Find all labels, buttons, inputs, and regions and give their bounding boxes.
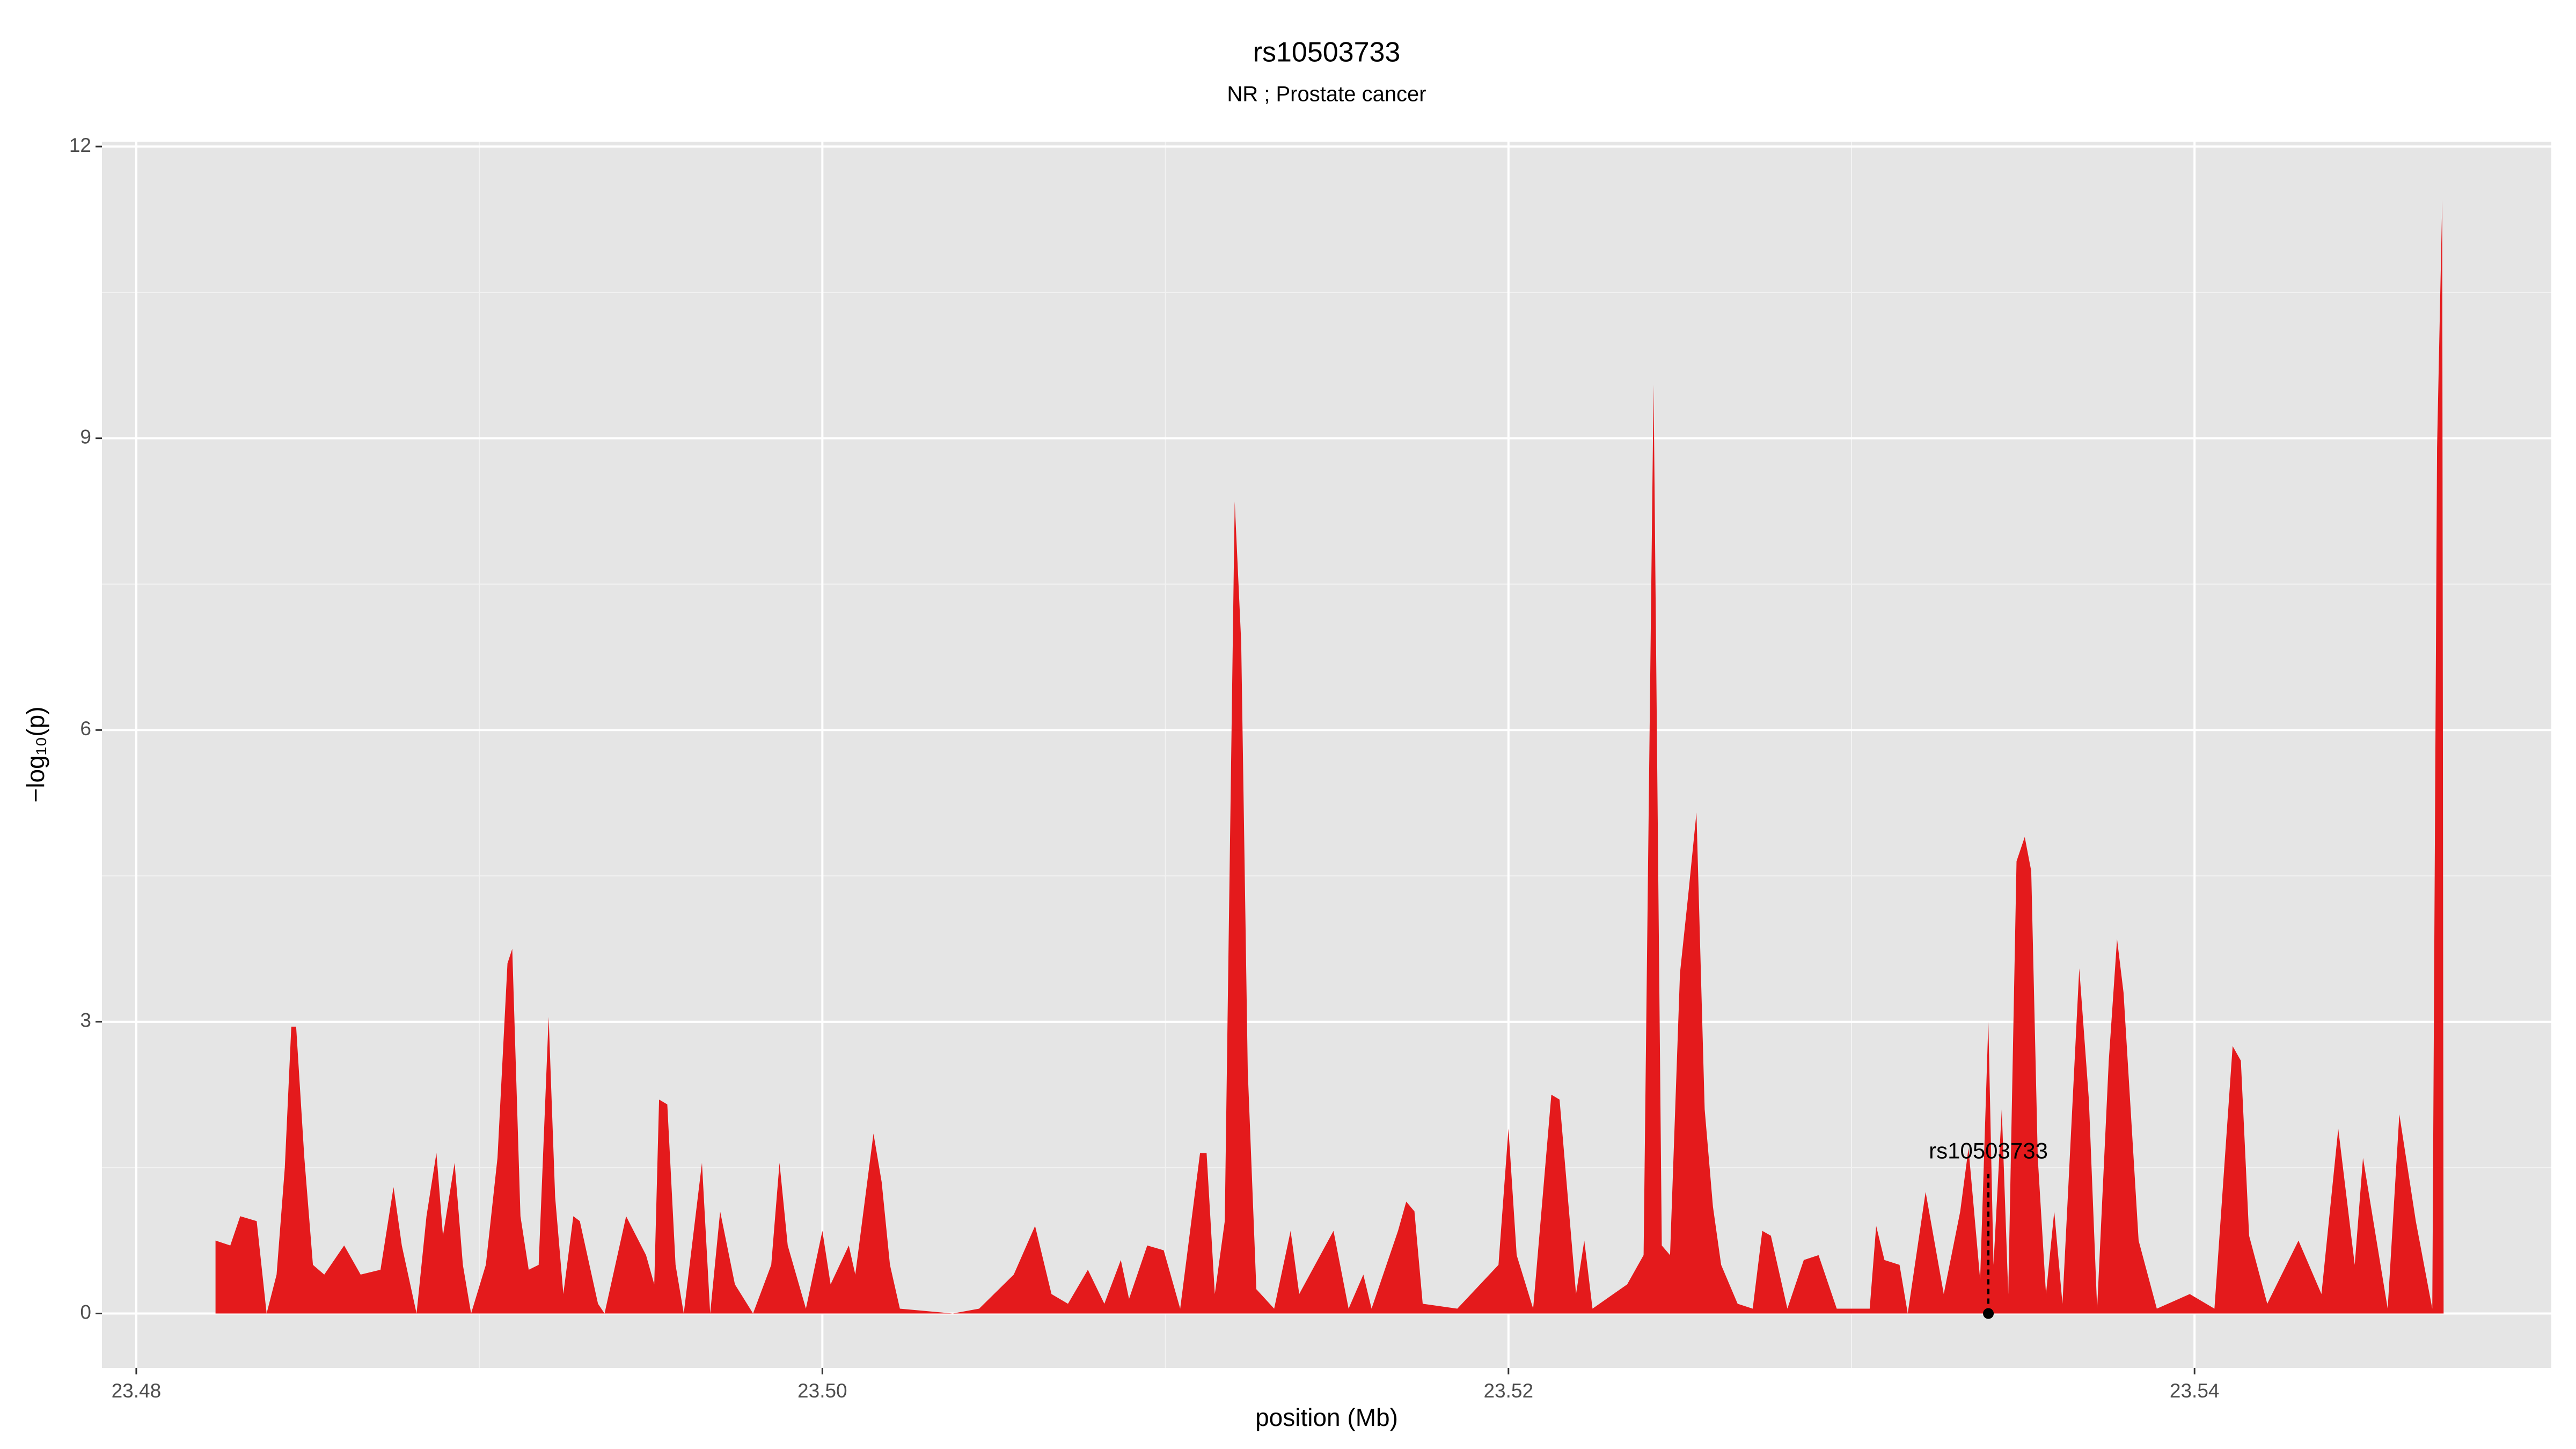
y-tick-label: 12 bbox=[69, 134, 91, 156]
x-tick-label: 23.52 bbox=[1483, 1380, 1533, 1402]
y-axis-title: −log₁₀(p) bbox=[21, 706, 49, 802]
annotation-point bbox=[1983, 1308, 1994, 1319]
y-tick-label: 6 bbox=[80, 718, 91, 740]
y-tick-label: 3 bbox=[80, 1009, 91, 1031]
annotation-label: rs10503733 bbox=[1929, 1138, 2048, 1163]
x-tick-label: 23.48 bbox=[112, 1380, 162, 1402]
area bbox=[215, 200, 2444, 1314]
x-tick-label: 23.54 bbox=[2170, 1380, 2220, 1402]
chart-title: rs10503733 bbox=[1253, 37, 1401, 68]
y-tick-label: 0 bbox=[80, 1301, 91, 1323]
chart-subtitle: NR ; Prostate cancer bbox=[1227, 83, 1426, 106]
y-tick-label: 9 bbox=[80, 426, 91, 448]
x-tick-label: 23.50 bbox=[797, 1380, 847, 1402]
plot-panel bbox=[102, 142, 2551, 1368]
x-axis-title: position (Mb) bbox=[1255, 1403, 1398, 1431]
